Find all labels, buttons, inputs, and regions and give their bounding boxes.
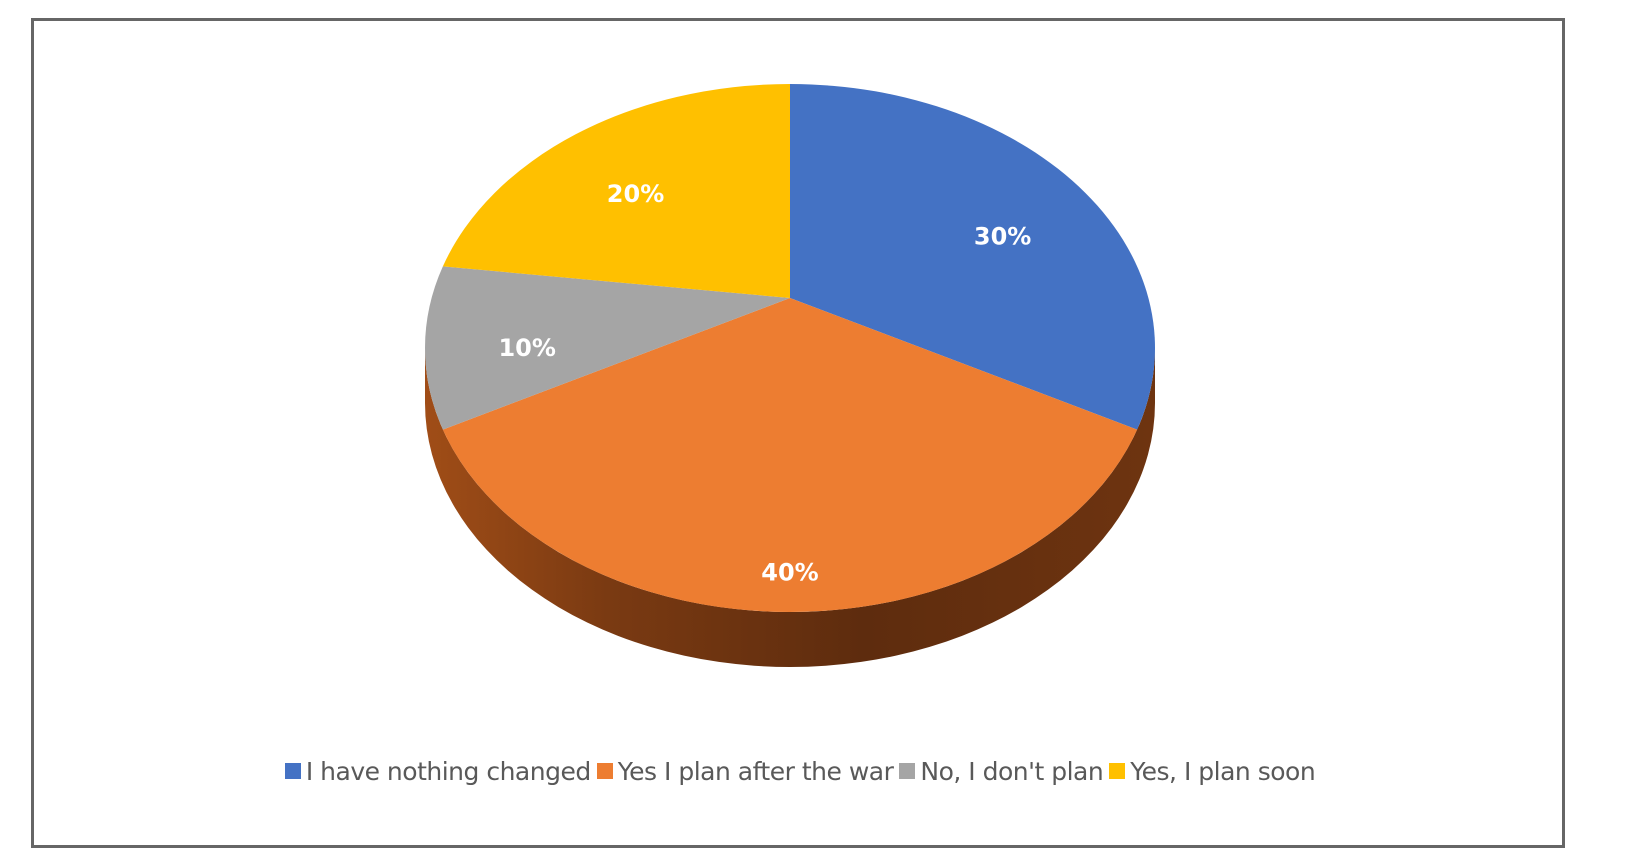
data-label-3: 20%	[607, 180, 664, 208]
legend-label: I have nothing changed	[305, 756, 591, 786]
legend: I have nothing changed Yes I plan after t…	[0, 756, 1600, 786]
pie-slice-1	[442, 298, 1138, 612]
legend-label: No, I don't plan	[920, 756, 1104, 786]
pie-chart: 30% 40% 10% 20%	[425, 84, 1155, 667]
data-label-2: 10%	[498, 334, 555, 362]
legend-swatch	[596, 763, 613, 779]
pie-slice-3	[442, 84, 790, 298]
data-label-0: 30%	[974, 222, 1031, 250]
legend-item-2: No, I don't plan	[899, 756, 1104, 786]
legend-label: Yes I plan after the war	[617, 756, 894, 786]
legend-swatch	[284, 763, 301, 779]
pie-slice-0	[790, 84, 1155, 430]
data-label-1: 40%	[761, 558, 818, 586]
pie-slice-2	[425, 266, 790, 430]
legend-swatch	[899, 763, 916, 779]
legend-label: Yes, I plan soon	[1130, 756, 1316, 786]
legend-item-1: Yes I plan after the war	[596, 756, 894, 786]
legend-item-3: Yes, I plan soon	[1109, 756, 1316, 786]
pie-side-wall	[425, 348, 1155, 667]
legend-item-0: I have nothing changed	[284, 756, 591, 786]
legend-swatch	[1109, 763, 1126, 779]
